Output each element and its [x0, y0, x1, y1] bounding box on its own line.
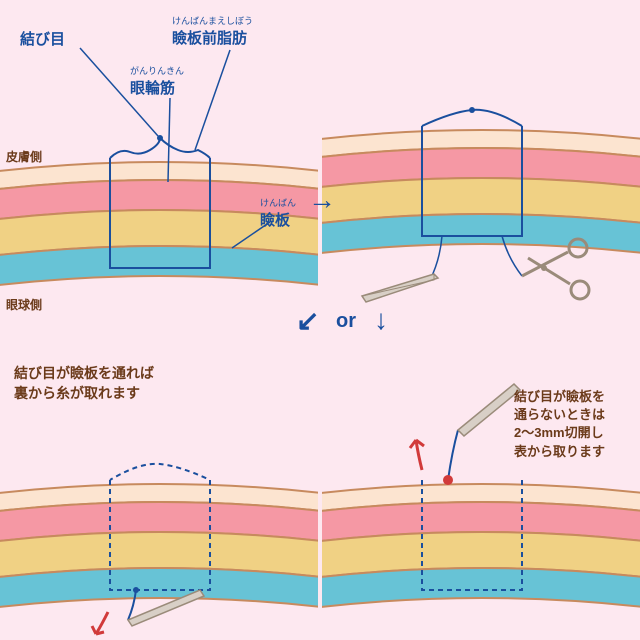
panel-3-remove-back: 結び目が瞼板を通れば 裏から糸が取れます [0, 322, 318, 640]
knot-label: 結び目 [20, 28, 65, 49]
panel4-text: 結び目が瞼板を 通らないときは 2～3mm切開し 表から取ります [514, 388, 605, 461]
layers-svg-2 [322, 0, 640, 318]
arrow-down: ↓ [374, 304, 388, 336]
panel3-text: 結び目が瞼板を通れば 裏から糸が取れます [14, 364, 154, 403]
arrow-downleft: ↙ [296, 304, 319, 337]
fat-label: けんばんまえしぼう 瞼板前脂肪 [172, 14, 253, 48]
eye-side-label: 眼球側 [6, 296, 42, 313]
needle-icon-2 [458, 384, 520, 436]
panel-4-remove-front: 結び目が瞼板を 通らないときは 2～3mm切開し 表から取ります [322, 322, 640, 640]
or-text: or [336, 310, 356, 333]
arrow-right: → [308, 184, 336, 216]
tarsus-label: けんばん 瞼板 [260, 196, 296, 230]
muscle-label: がんりんきん 眼輪筋 [130, 64, 184, 98]
skin-side-label: 皮膚側 [6, 148, 42, 165]
panel-2-cutting [322, 0, 640, 318]
panel-1-anatomy: 結び目 けんばんまえしぼう 瞼板前脂肪 がんりんきん 眼輪筋 皮膚側 けんばん … [0, 0, 318, 318]
layers-svg-4 [322, 322, 640, 640]
tweezers-icon [362, 274, 438, 302]
